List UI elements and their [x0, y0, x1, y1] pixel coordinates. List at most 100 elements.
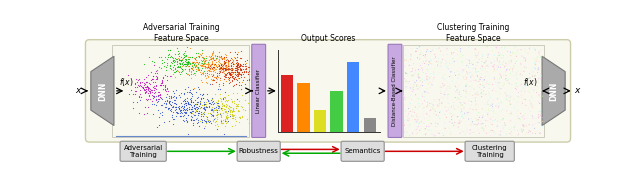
Point: [496, 74, 506, 77]
Point: [133, 95, 143, 98]
Point: [510, 62, 520, 65]
Point: [184, 103, 194, 106]
Point: [467, 100, 477, 103]
Point: [216, 119, 226, 122]
Point: [173, 53, 184, 55]
Point: [224, 71, 234, 74]
Point: [166, 74, 176, 77]
Point: [236, 63, 246, 66]
Point: [156, 83, 166, 86]
Point: [522, 84, 532, 87]
Point: [186, 70, 196, 73]
Point: [162, 57, 172, 60]
Point: [511, 121, 521, 124]
Point: [189, 56, 200, 59]
Point: [156, 55, 166, 58]
Point: [481, 70, 492, 73]
Point: [438, 105, 448, 108]
Point: [537, 89, 547, 92]
Point: [452, 96, 462, 99]
Point: [236, 64, 246, 67]
Point: [182, 61, 192, 64]
Point: [169, 71, 179, 74]
Point: [224, 72, 234, 75]
Point: [236, 73, 246, 76]
Point: [440, 106, 451, 109]
Point: [524, 47, 534, 50]
Point: [142, 86, 152, 89]
Point: [470, 67, 481, 70]
Point: [461, 92, 472, 95]
Point: [201, 105, 211, 108]
Point: [461, 131, 471, 134]
Point: [520, 98, 531, 101]
Point: [447, 75, 458, 78]
Point: [214, 50, 224, 53]
Point: [417, 67, 427, 70]
Point: [239, 76, 249, 79]
Point: [152, 125, 162, 128]
Point: [147, 88, 157, 91]
Point: [220, 99, 230, 102]
Point: [436, 61, 446, 64]
Point: [502, 81, 513, 84]
Point: [403, 119, 413, 122]
Point: [155, 112, 165, 115]
Point: [200, 80, 211, 83]
Point: [532, 71, 543, 74]
Point: [422, 101, 433, 104]
Point: [204, 99, 214, 102]
Point: [511, 76, 522, 79]
Point: [413, 102, 424, 105]
Point: [197, 94, 207, 97]
Point: [201, 120, 211, 123]
Point: [236, 67, 246, 70]
Point: [124, 92, 134, 95]
Point: [230, 123, 240, 126]
Point: [449, 124, 459, 127]
Point: [183, 59, 193, 62]
Point: [508, 68, 518, 70]
Point: [141, 88, 151, 91]
Point: [473, 105, 483, 108]
Point: [447, 51, 457, 54]
Point: [422, 77, 432, 80]
Point: [496, 100, 506, 103]
Point: [167, 100, 177, 103]
Point: [146, 71, 156, 74]
Point: [536, 121, 547, 124]
Point: [139, 83, 149, 86]
Point: [216, 115, 227, 118]
Point: [473, 122, 483, 125]
Point: [404, 102, 415, 105]
Point: [207, 62, 218, 65]
Point: [496, 57, 506, 59]
Point: [222, 72, 232, 74]
Point: [504, 82, 515, 85]
Point: [536, 88, 546, 91]
Point: [461, 96, 471, 98]
Point: [143, 90, 154, 93]
Point: [415, 121, 425, 124]
Point: [483, 83, 493, 85]
Point: [191, 70, 201, 72]
Point: [214, 68, 224, 71]
Point: [453, 58, 463, 61]
Point: [172, 111, 182, 114]
Point: [452, 91, 462, 94]
Point: [415, 85, 425, 88]
Point: [215, 77, 225, 80]
Point: [195, 106, 205, 109]
Point: [476, 123, 486, 126]
Point: [215, 61, 225, 64]
Point: [406, 58, 416, 61]
Point: [497, 119, 508, 122]
Point: [459, 107, 469, 109]
Point: [190, 58, 200, 61]
Point: [143, 94, 154, 97]
Point: [191, 64, 202, 67]
Point: [509, 52, 519, 55]
Point: [189, 61, 199, 64]
Point: [194, 61, 204, 64]
Point: [461, 111, 472, 114]
